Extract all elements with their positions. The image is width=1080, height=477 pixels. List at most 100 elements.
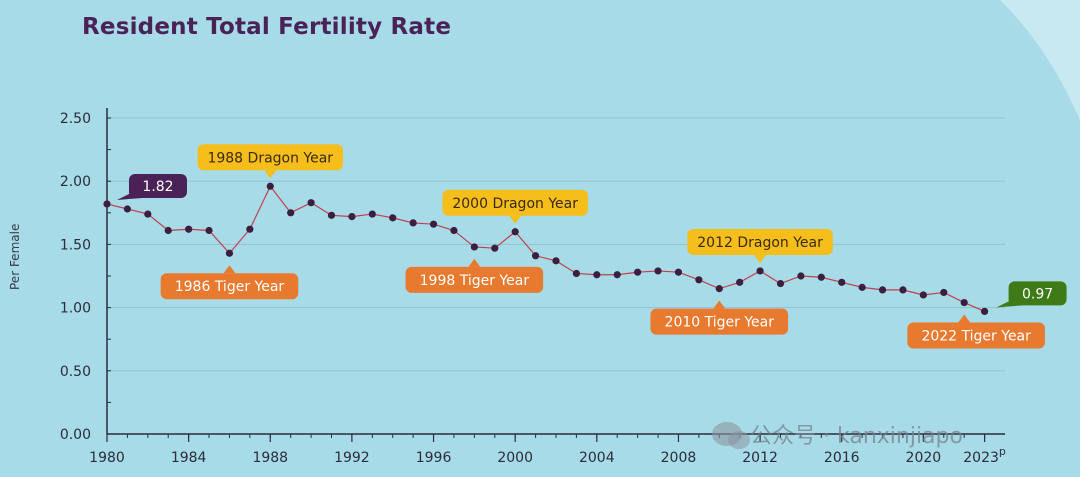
y-tick-label: 2.50 bbox=[60, 111, 91, 127]
annotation-label: 2012 Dragon Year bbox=[697, 235, 823, 251]
annotation-tiger: 2022 Tiger Year bbox=[907, 314, 1045, 349]
annotation-start: 1.82 bbox=[117, 173, 187, 200]
annotation-pointer bbox=[713, 300, 726, 309]
data-point bbox=[368, 210, 376, 218]
annotation-dragon: 1988 Dragon Year bbox=[197, 144, 343, 179]
data-point bbox=[695, 276, 703, 284]
data-point bbox=[266, 182, 274, 190]
x-tick-label: 1984 bbox=[171, 450, 207, 466]
annotation-pointer bbox=[223, 265, 236, 274]
data-point bbox=[674, 268, 683, 276]
value-badge bbox=[1008, 281, 1067, 306]
x-tick-label: 2004 bbox=[579, 450, 615, 466]
annotation-tiger: 1986 Tiger Year bbox=[160, 265, 299, 300]
grid-lines bbox=[107, 117, 1005, 372]
data-point bbox=[389, 214, 397, 222]
data-point bbox=[593, 271, 601, 279]
axes: 0.00 0.50 1.00 1.50 2.00 2.50 1980 1984 1988 1992… bbox=[60, 108, 1006, 466]
data-point bbox=[940, 288, 948, 297]
annotation-box bbox=[687, 228, 833, 255]
annotation-pointer bbox=[468, 258, 481, 267]
annotation-label: 2010 Tiger Year bbox=[665, 315, 775, 331]
data-point bbox=[531, 252, 540, 260]
annotation-label: 1986 Tiger Year bbox=[175, 279, 285, 295]
annotation-box bbox=[442, 189, 588, 216]
data-point bbox=[450, 226, 458, 235]
annotation-pointer bbox=[264, 170, 277, 179]
annotation-pointer bbox=[754, 254, 767, 263]
annotation-label: 1998 Tiger Year bbox=[420, 273, 530, 289]
data-point bbox=[348, 212, 356, 221]
annotation-box bbox=[907, 322, 1045, 349]
data-point bbox=[919, 291, 927, 299]
data-point bbox=[185, 225, 193, 233]
y-tick-label: 0.50 bbox=[60, 364, 91, 380]
annotation-box bbox=[405, 266, 544, 293]
annotation-end: 0.97 bbox=[996, 281, 1067, 308]
data-point bbox=[552, 257, 560, 265]
annotation-box bbox=[197, 144, 343, 171]
value-badge-label: 1.82 bbox=[142, 179, 173, 195]
x-tick-label: 2020 bbox=[906, 450, 942, 466]
data-point bbox=[654, 267, 662, 275]
annotation-tiger: 1998 Tiger Year bbox=[405, 258, 544, 293]
annotation-pointer bbox=[509, 215, 522, 224]
value-badge-tail bbox=[996, 299, 1023, 308]
data-point bbox=[287, 209, 295, 217]
annotation-pointer bbox=[958, 314, 971, 323]
annotation-box bbox=[650, 308, 789, 335]
data-point bbox=[470, 243, 478, 251]
annotation-dragon: 2012 Dragon Year bbox=[687, 228, 833, 263]
data-point bbox=[613, 271, 621, 279]
x-tick-label: 2016 bbox=[824, 450, 860, 466]
wechat-icon bbox=[712, 422, 750, 449]
watermark: 公众号 · kanxinjiapo bbox=[712, 418, 963, 450]
data-point bbox=[715, 285, 723, 293]
data-point bbox=[634, 268, 642, 276]
data-point bbox=[164, 226, 172, 235]
annotation-label: 1988 Dragon Year bbox=[207, 150, 333, 166]
data-point bbox=[511, 228, 519, 236]
data-point bbox=[205, 226, 213, 235]
annotation-label: 2022 Tiger Year bbox=[921, 329, 1031, 345]
data-point bbox=[756, 267, 764, 275]
data-point bbox=[899, 286, 907, 294]
value-badge-tail bbox=[117, 191, 143, 200]
data-point bbox=[960, 298, 968, 307]
annotation-box bbox=[160, 273, 299, 300]
annotation-tiger: 2010 Tiger Year bbox=[650, 300, 789, 335]
x-tick-label: 1992 bbox=[334, 450, 370, 466]
data-point bbox=[776, 279, 785, 288]
data-point bbox=[980, 307, 989, 315]
data-point bbox=[817, 273, 825, 281]
annotation-dragon: 2000 Dragon Year bbox=[442, 189, 588, 224]
data-point bbox=[797, 272, 805, 280]
value-badge-label: 0.97 bbox=[1022, 286, 1053, 302]
corner-decoration bbox=[1000, 0, 1080, 120]
x-tick-label: 2000 bbox=[497, 450, 533, 466]
y-tick-label: 1.50 bbox=[60, 237, 91, 253]
data-point bbox=[409, 219, 417, 227]
data-point bbox=[736, 278, 744, 286]
data-point bbox=[103, 200, 111, 208]
y-axis-label: Per Female bbox=[8, 223, 22, 290]
plot-area bbox=[103, 182, 989, 315]
x-tick-label: 1988 bbox=[252, 450, 288, 466]
data-point bbox=[144, 210, 152, 218]
value-badge bbox=[129, 173, 187, 198]
data-point bbox=[123, 205, 132, 213]
data-point bbox=[858, 283, 866, 291]
data-point bbox=[491, 244, 499, 252]
data-point bbox=[878, 286, 887, 294]
y-tick-label: 2.00 bbox=[60, 174, 91, 190]
y-tick-label: 0.00 bbox=[60, 427, 91, 443]
annotation-label: 2000 Dragon Year bbox=[452, 196, 578, 212]
data-point bbox=[327, 211, 336, 219]
data-point bbox=[838, 278, 846, 286]
x-tick-label: 1980 bbox=[89, 450, 125, 466]
x-tick-label: 1996 bbox=[416, 450, 452, 466]
y-tick-label: 1.00 bbox=[60, 301, 91, 317]
chart-title: Resident Total Fertility Rate bbox=[82, 14, 452, 40]
